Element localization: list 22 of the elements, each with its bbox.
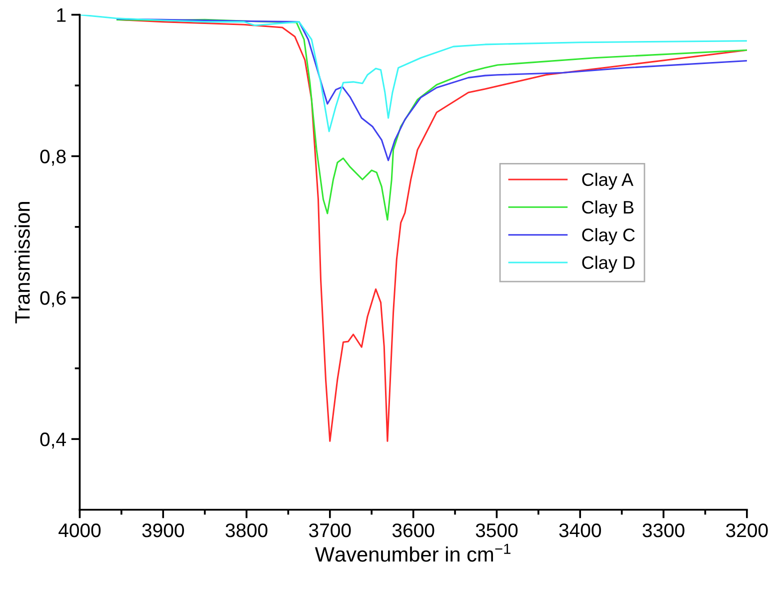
x-tick-label: 4000: [58, 523, 101, 538]
line-series: [116, 18, 747, 162]
x-tick-label: 3300: [642, 523, 684, 538]
legend-label: Clay B: [582, 200, 634, 218]
legend-label: Clay A: [582, 172, 634, 190]
x-tick-label: 3700: [309, 523, 351, 538]
x-tick-label: 3900: [142, 523, 184, 538]
y-tick-label: 1: [57, 8, 66, 22]
legend-label: Clay C: [582, 228, 635, 245]
x-tick-label: 3600: [392, 523, 434, 538]
x-tick-label: 3200: [726, 523, 768, 538]
x-tick-label: 3800: [226, 523, 268, 538]
x-axis-title: Wavenumber in cm$^{−1}$: [314, 544, 510, 562]
line-series: [80, 14, 747, 132]
legend-label: Clay D: [582, 256, 635, 273]
line-series: [116, 18, 747, 221]
y-tick-label: 0,6: [40, 291, 66, 308]
y-tick-label: 0,4: [40, 432, 66, 449]
y-tick-label: 0,8: [40, 150, 66, 166]
x-tick-label: 3500: [476, 523, 518, 538]
x-tick-label: 3400: [559, 523, 601, 538]
y-axis-title: Transmission: [14, 202, 30, 324]
